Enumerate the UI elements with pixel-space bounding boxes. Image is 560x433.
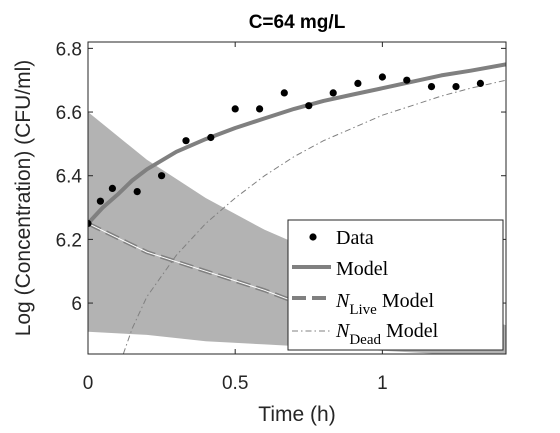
legend-dead-sub: Dead bbox=[349, 332, 381, 348]
data-points-layer bbox=[88, 73, 484, 228]
data-point bbox=[378, 73, 386, 81]
y-axis-label: Log (Concentration) (CFU/ml) bbox=[12, 60, 35, 337]
data-point bbox=[231, 105, 239, 113]
data-point bbox=[256, 105, 264, 113]
legend-data-marker bbox=[309, 233, 317, 241]
legend-dead-main: N bbox=[335, 320, 351, 342]
y-tick-label: 6.8 bbox=[56, 39, 82, 60]
legend-live-main: N bbox=[335, 290, 351, 312]
model-line bbox=[88, 62, 506, 225]
x-tick-label: 0 bbox=[83, 373, 94, 394]
legend-live-label: NLive Model bbox=[335, 290, 435, 318]
data-point bbox=[88, 219, 92, 228]
x-tick-label: 0.5 bbox=[222, 373, 248, 394]
legend: Data Model NLive Model NDead Model bbox=[287, 219, 504, 351]
legend-dead-suffix: Model bbox=[381, 320, 439, 342]
data-point bbox=[403, 76, 411, 84]
y-axis-ticks: 6 6.2 6.4 6.6 6.8 bbox=[56, 39, 506, 315]
data-point bbox=[207, 133, 215, 142]
x-axis-ticks: 0 0.5 1 bbox=[83, 42, 388, 394]
data-point bbox=[476, 79, 484, 87]
data-point bbox=[305, 102, 313, 110]
data-point bbox=[452, 83, 460, 91]
data-point bbox=[96, 197, 104, 205]
chart-title: C=64 mg/L bbox=[249, 12, 346, 33]
x-tick-label: 1 bbox=[377, 373, 388, 394]
y-tick-label: 6.6 bbox=[56, 103, 82, 124]
data-point bbox=[108, 184, 116, 192]
legend-live-suffix: Model bbox=[377, 290, 435, 312]
data-point bbox=[133, 188, 141, 196]
legend-live-sub: Live bbox=[349, 302, 377, 318]
y-tick-label: 6.4 bbox=[56, 167, 83, 188]
data-point bbox=[158, 172, 166, 180]
data-point bbox=[280, 89, 288, 97]
y-tick-label: 6.2 bbox=[56, 230, 82, 251]
plot-area-frame bbox=[87, 41, 507, 355]
legend-dead-label: NDead Model bbox=[335, 320, 439, 348]
data-point bbox=[354, 79, 362, 87]
y-tick-label: 6 bbox=[71, 294, 82, 315]
legend-data-label: Data bbox=[336, 227, 374, 249]
data-point bbox=[182, 137, 190, 145]
legend-model-label: Model bbox=[336, 258, 389, 280]
data-point bbox=[427, 83, 436, 91]
x-axis-label: Time (h) bbox=[258, 403, 335, 426]
data-point bbox=[329, 89, 337, 97]
legend-box bbox=[287, 219, 504, 351]
